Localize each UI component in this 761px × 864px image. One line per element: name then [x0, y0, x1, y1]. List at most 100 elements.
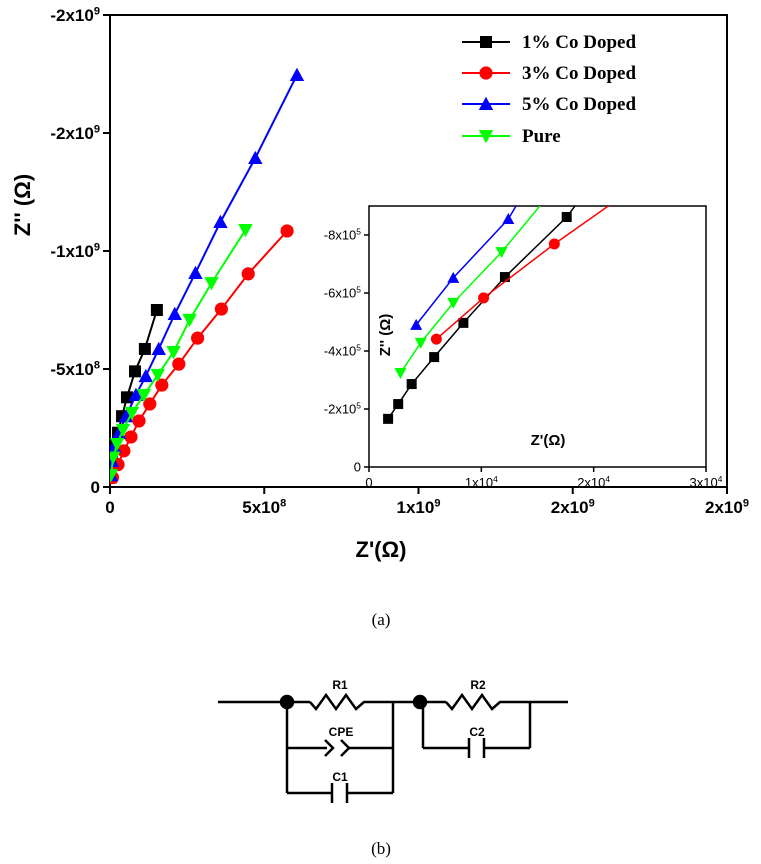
- legend-entry: Pure: [462, 126, 561, 147]
- data-point-square: [116, 410, 129, 423]
- data-point-triangle-up: [447, 271, 460, 283]
- x-tick-label: 0: [105, 498, 114, 517]
- data-point-square: [458, 317, 469, 328]
- data-point-triangle-down: [150, 368, 166, 383]
- exponent: 5: [356, 400, 361, 410]
- data-point-square: [561, 212, 572, 223]
- series-1-co-doped: [383, 206, 576, 424]
- y-tick-label: -2x109: [50, 5, 100, 25]
- equivalent-circuit-diagram: [218, 692, 568, 803]
- exponent: 5: [356, 342, 361, 352]
- x-tick-label: 2x109: [551, 497, 595, 517]
- x-tick-label: 2x109: [705, 497, 749, 517]
- data-point-triangle-down: [115, 423, 131, 438]
- resistor-r2: [445, 692, 507, 712]
- data-point-triangle-down: [414, 337, 427, 349]
- data-point-triangle-down: [182, 313, 197, 328]
- x-tick-label: 5x108: [242, 497, 286, 517]
- data-point-circle: [478, 292, 490, 304]
- data-point-triangle-down: [136, 388, 152, 403]
- legend-label: 1% Co Doped: [522, 32, 636, 53]
- data-point-triangle-down: [394, 368, 407, 380]
- legend-entry: 3% Co Doped: [462, 63, 636, 84]
- data-point-square: [128, 365, 141, 378]
- data-point-circle: [117, 444, 131, 458]
- series-3-co-doped: [430, 206, 610, 345]
- data-point-circle: [479, 66, 493, 80]
- data-point-square: [499, 272, 510, 283]
- data-point-triangle-up: [410, 318, 423, 330]
- data-point-circle: [155, 378, 169, 392]
- label-cpe: CPE: [329, 725, 354, 739]
- x-tick-label: 3x104: [690, 474, 723, 490]
- data-point-circle: [191, 331, 205, 345]
- legend-label: 5% Co Doped: [522, 94, 636, 115]
- data-point-square: [138, 342, 151, 355]
- data-point-triangle-up: [502, 213, 515, 225]
- legend-label: Pure: [522, 126, 561, 147]
- series-line: [435, 206, 610, 340]
- data-point-square: [393, 399, 404, 410]
- y-tick-label: -4x105: [324, 342, 362, 358]
- exponent: 9: [94, 5, 100, 17]
- exponent: 9: [94, 123, 100, 135]
- data-point-circle: [241, 267, 255, 281]
- data-point-triangle-up: [128, 387, 144, 401]
- caption-a: (a): [372, 610, 391, 629]
- y-tick-label: -2x105: [324, 400, 362, 416]
- y-tick-label: -2x109: [50, 123, 100, 143]
- data-point-square: [406, 379, 417, 390]
- data-point-circle: [124, 430, 138, 444]
- y-tick-label: -6x105: [324, 284, 362, 300]
- y-tick-label: -1x109: [50, 241, 100, 261]
- data-point-circle: [214, 302, 228, 316]
- exponent: 4: [493, 474, 498, 484]
- data-point-triangle-down: [495, 247, 508, 259]
- data-point-triangle-up: [188, 265, 203, 279]
- cpe-symbol: [324, 739, 335, 757]
- label-c1: C1: [332, 770, 348, 784]
- legend-entry: 1% Co Doped: [462, 32, 636, 53]
- exponent: 5: [356, 226, 361, 236]
- y-tick-label: -8x105: [324, 226, 362, 242]
- data-point-triangle-down: [478, 130, 494, 144]
- series-layer: [383, 206, 610, 424]
- label-r2: R2: [470, 678, 486, 692]
- x-tick-label: 2x104: [577, 474, 610, 490]
- exponent: 8: [94, 359, 100, 371]
- data-point-circle: [430, 333, 442, 345]
- label-r1: R1: [332, 678, 348, 692]
- data-point-triangle-up: [167, 306, 182, 321]
- y-tick-label: 0: [91, 478, 100, 497]
- legend-entry: 5% Co Doped: [462, 94, 636, 115]
- series-layer: [110, 67, 305, 485]
- data-point-triangle-down: [110, 451, 121, 465]
- legend: 1% Co Doped 3% Co Doped 5% Co Doped Pure: [462, 32, 636, 147]
- x-tick-label: 0: [365, 475, 372, 490]
- exponent: 8: [280, 497, 286, 509]
- exponent: 9: [434, 497, 440, 509]
- inset-nyquist-plot: 0 1x104 2x104 3x104 0 -2x105 -4x105 -6x105 -8x10…: [324, 205, 723, 490]
- exponent: 9: [743, 497, 749, 509]
- exponent: 5: [356, 284, 361, 294]
- data-point-square: [150, 304, 163, 316]
- y-axis-label: Z'' (Ω): [10, 174, 35, 236]
- series-pure: [110, 223, 253, 483]
- data-point-triangle-down: [447, 297, 460, 309]
- data-point-triangle-up: [213, 214, 228, 228]
- data-point-triangle-down: [238, 223, 253, 238]
- legend-label: 3% Co Doped: [522, 63, 636, 84]
- y-tick-label: -5x108: [50, 359, 100, 379]
- x-tick-label: 1x104: [465, 474, 498, 490]
- data-point-circle: [143, 397, 157, 411]
- exponent: 4: [718, 474, 723, 484]
- data-point-triangle-down: [166, 346, 181, 360]
- series-line: [415, 206, 517, 326]
- series-pure: [394, 206, 541, 380]
- data-point-triangle-down: [204, 277, 219, 291]
- data-point-triangle-down: [124, 406, 140, 421]
- caption-b: (b): [371, 839, 391, 858]
- data-point-square: [480, 36, 492, 48]
- data-point-triangle-down: [110, 438, 125, 452]
